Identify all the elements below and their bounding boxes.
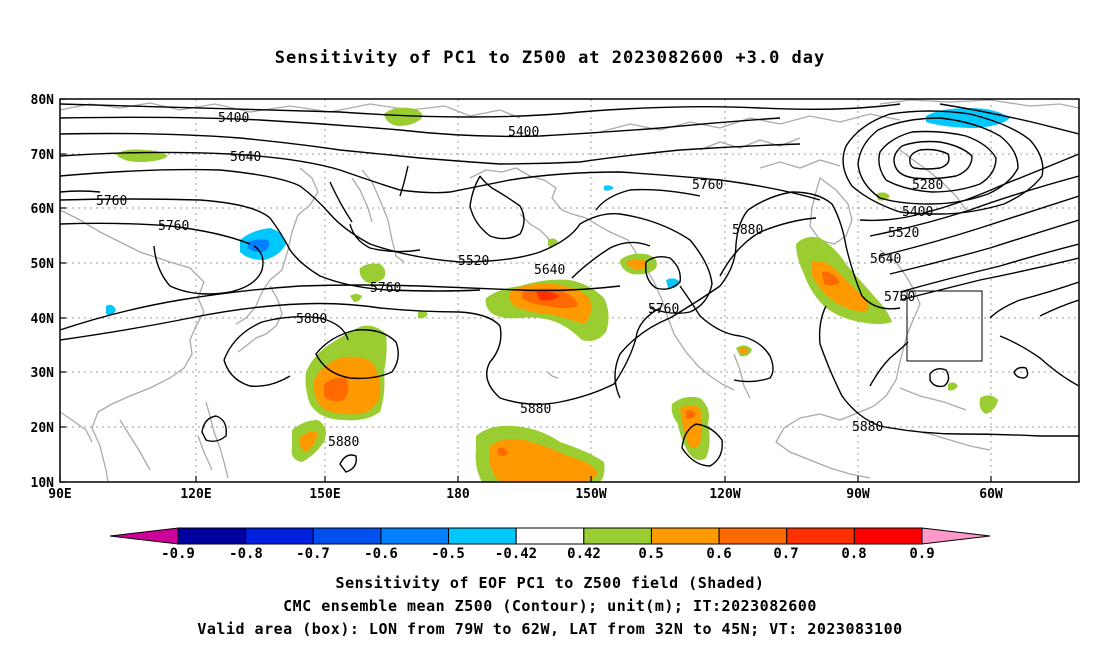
colorbar-label: -0.6 [364,546,398,562]
colorbar-label: -0.9 [161,546,195,562]
colorbar-segment [380,527,450,545]
contour-label: 5880 [520,402,551,417]
contour-label: 5760 [96,194,127,209]
caption-shading: Sensitivity of EOF PC1 to Z500 field (Sh… [335,574,765,592]
colorbar-label: -0.5 [431,546,465,562]
contour-label: 5640 [534,263,565,278]
contour-label: 5880 [328,435,359,450]
lat-label: 80N [31,93,55,108]
lon-label: 90E [48,487,71,502]
colorbar-label: 0.5 [638,546,663,562]
colorbar-low-arrow [109,527,179,545]
caption-contour: CMC ensemble mean Z500 (Contour); unit(m… [283,597,817,615]
coastlines [60,99,1079,482]
colorbar-segment [515,527,585,545]
lat-label: 30N [31,366,55,381]
colorbar-label: 0.9 [909,546,934,562]
contour-label: 5880 [852,420,883,435]
colorbar-label: 0.6 [706,546,731,562]
colorbar-segment [786,527,855,545]
colorbar-segment [245,527,314,545]
map-frame [59,98,1080,483]
contour-label: 5520 [888,226,919,241]
z500-contours [60,103,1079,473]
contour-labels: 5400 5400 5280 5640 5760 5760 5760 5400 … [96,111,943,450]
contour-label: 5880 [296,312,327,327]
contour-label: 5520 [458,254,489,269]
lon-label: 60W [979,487,1003,502]
lon-label: 120W [709,487,740,502]
contour-label: 5400 [508,125,539,140]
colorbar-segment [312,527,382,545]
lon-label: 180 [446,487,470,502]
colorbar-label: 0.7 [773,546,798,562]
lon-label: 150E [309,487,340,502]
colorbar-segment [448,527,517,545]
colorbar: -0.9 -0.8 -0.7 -0.6 -0.5 -0.42 0.42 0.5 … [109,527,991,562]
colorbar-label: -0.8 [229,546,263,562]
colorbar-label: -0.7 [296,546,330,562]
contour-label: 5400 [902,205,933,220]
caption-valid-area: Valid area (box): LON from 79W to 62W, L… [197,620,903,638]
axis-ticks [59,98,992,483]
sensitivity-shading [106,107,1010,482]
contour-label: 5880 [732,223,763,238]
lon-label: 90W [846,487,870,502]
contour-label: 5760 [692,178,723,193]
lat-label: 40N [31,312,55,327]
colorbar-segment [718,527,788,545]
chart-title: Sensitivity of PC1 to Z500 at 2023082600… [274,48,826,68]
colorbar-segment [853,527,923,545]
contour-label: 5760 [370,281,401,296]
colorbar-segment [583,527,652,545]
colorbar-label: 0.8 [841,546,866,562]
colorbar-labels: -0.9 -0.8 -0.7 -0.6 -0.5 -0.42 0.42 0.5 … [161,546,935,562]
colorbar-segment [177,527,247,545]
lat-label: 20N [31,421,55,436]
lat-label: 60N [31,202,55,217]
longitude-labels: 90E 120E 150E 180 150W 120W 90W 60W [48,487,1003,502]
lat-label: 70N [31,148,55,163]
valid-area-box [906,290,983,362]
lon-label: 120E [180,487,211,502]
colorbar-label: -0.42 [495,546,537,562]
contour-label: 5760 [158,219,189,234]
latitude-labels: 80N 70N 60N 50N 40N 30N 20N 10N [31,93,55,491]
contour-label: 5400 [218,111,249,126]
contour-label: 5760 [648,302,679,317]
contour-label: 5280 [912,178,943,193]
lat-label: 50N [31,257,55,272]
lon-label: 150W [575,487,606,502]
contour-label: 5760 [884,290,915,305]
colorbar-label: 0.42 [567,546,601,562]
colorbar-high-arrow [921,527,991,545]
contour-label: 5640 [230,150,261,165]
lat-label: 10N [31,476,55,491]
contour-label: 5640 [870,252,901,267]
colorbar-segments [177,527,923,545]
colorbar-segment [650,527,720,545]
